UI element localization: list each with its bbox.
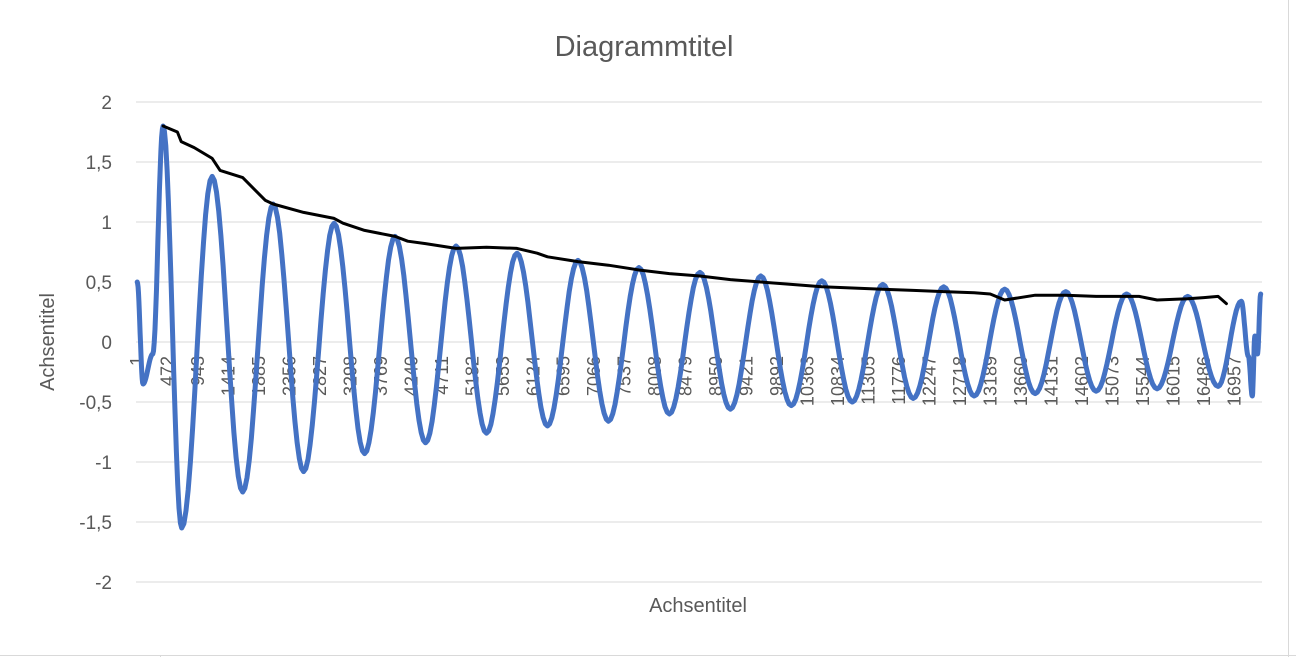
chart-title[interactable]: Diagrammtitel <box>555 31 734 63</box>
y-tick-label: -1,5 <box>79 513 112 534</box>
y-axis-tick-labels: 2 1,5 1 0,5 0 -0,5 -1 -1,5 -2 <box>79 93 112 594</box>
series-line-envelope[interactable] <box>161 124 1228 306</box>
y-axis-title[interactable]: Achsentitel <box>37 293 59 391</box>
series-line-oscillation[interactable] <box>134 123 1264 531</box>
sheet-column-gridline <box>160 655 161 657</box>
y-tick-label: 0,5 <box>86 273 112 294</box>
y-tick-label: 2 <box>101 93 112 114</box>
y-tick-label: 1,5 <box>86 153 112 174</box>
sheet-row-gridline <box>0 655 1296 656</box>
y-tick-label: -1 <box>95 453 112 474</box>
sheet-column-gridline <box>1288 0 1289 657</box>
y-tick-label: 1 <box>101 213 112 234</box>
x-tick-label: 1 <box>127 356 147 366</box>
y-tick-label: 0 <box>101 333 112 354</box>
y-tick-label: -2 <box>95 573 112 594</box>
x-tick-label: 16957 <box>1224 356 1244 406</box>
plot-area[interactable] <box>134 123 1264 531</box>
y-tick-label: -0,5 <box>79 393 112 414</box>
x-axis-title[interactable]: Achsentitel <box>649 595 747 617</box>
